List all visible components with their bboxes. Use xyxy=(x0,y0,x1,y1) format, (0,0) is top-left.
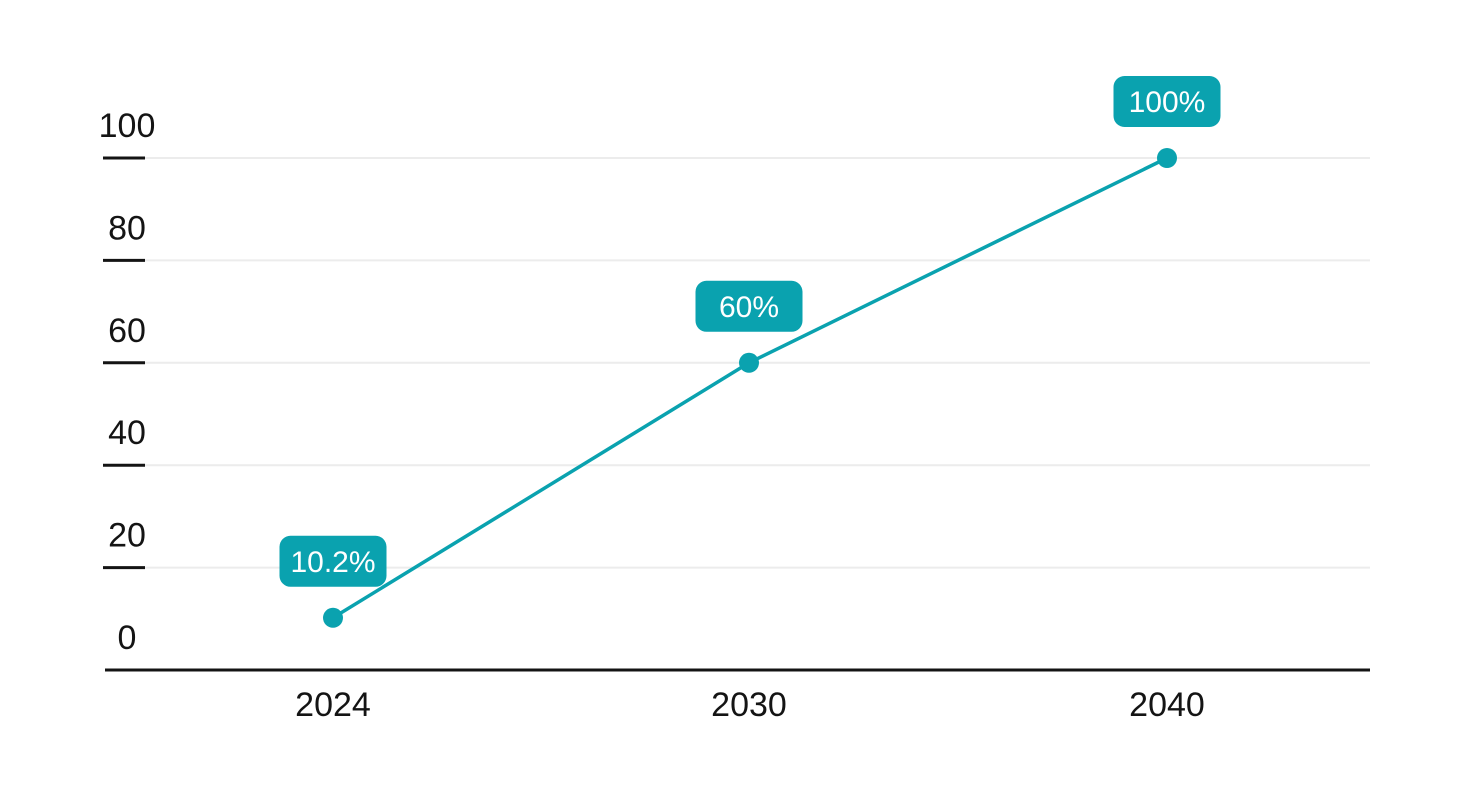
x-axis-tick-label: 2030 xyxy=(711,686,787,724)
data-label-box xyxy=(279,535,387,587)
y-axis-tick-label: 40 xyxy=(108,414,146,452)
data-label-box xyxy=(1113,76,1221,127)
y-axis-tick-label: 80 xyxy=(108,209,146,247)
x-axis-tick-label: 2040 xyxy=(1129,686,1205,724)
data-label-text: 60% xyxy=(719,291,779,324)
data-point-marker xyxy=(323,607,343,628)
data-label-text: 100% xyxy=(1129,86,1206,119)
x-axis-tick-label: 2024 xyxy=(295,686,371,724)
y-axis-tick-label: 20 xyxy=(108,517,146,555)
data-point-marker xyxy=(1157,148,1177,168)
y-axis-tick-label: 0 xyxy=(118,619,137,657)
y-axis-tick-label: 60 xyxy=(108,312,146,350)
data-label-text: 10.2% xyxy=(290,546,375,579)
y-axis-tick-label: 100 xyxy=(99,107,156,145)
data-label-box xyxy=(695,280,803,332)
series-line xyxy=(332,156,1168,620)
data-point-marker xyxy=(739,352,759,373)
